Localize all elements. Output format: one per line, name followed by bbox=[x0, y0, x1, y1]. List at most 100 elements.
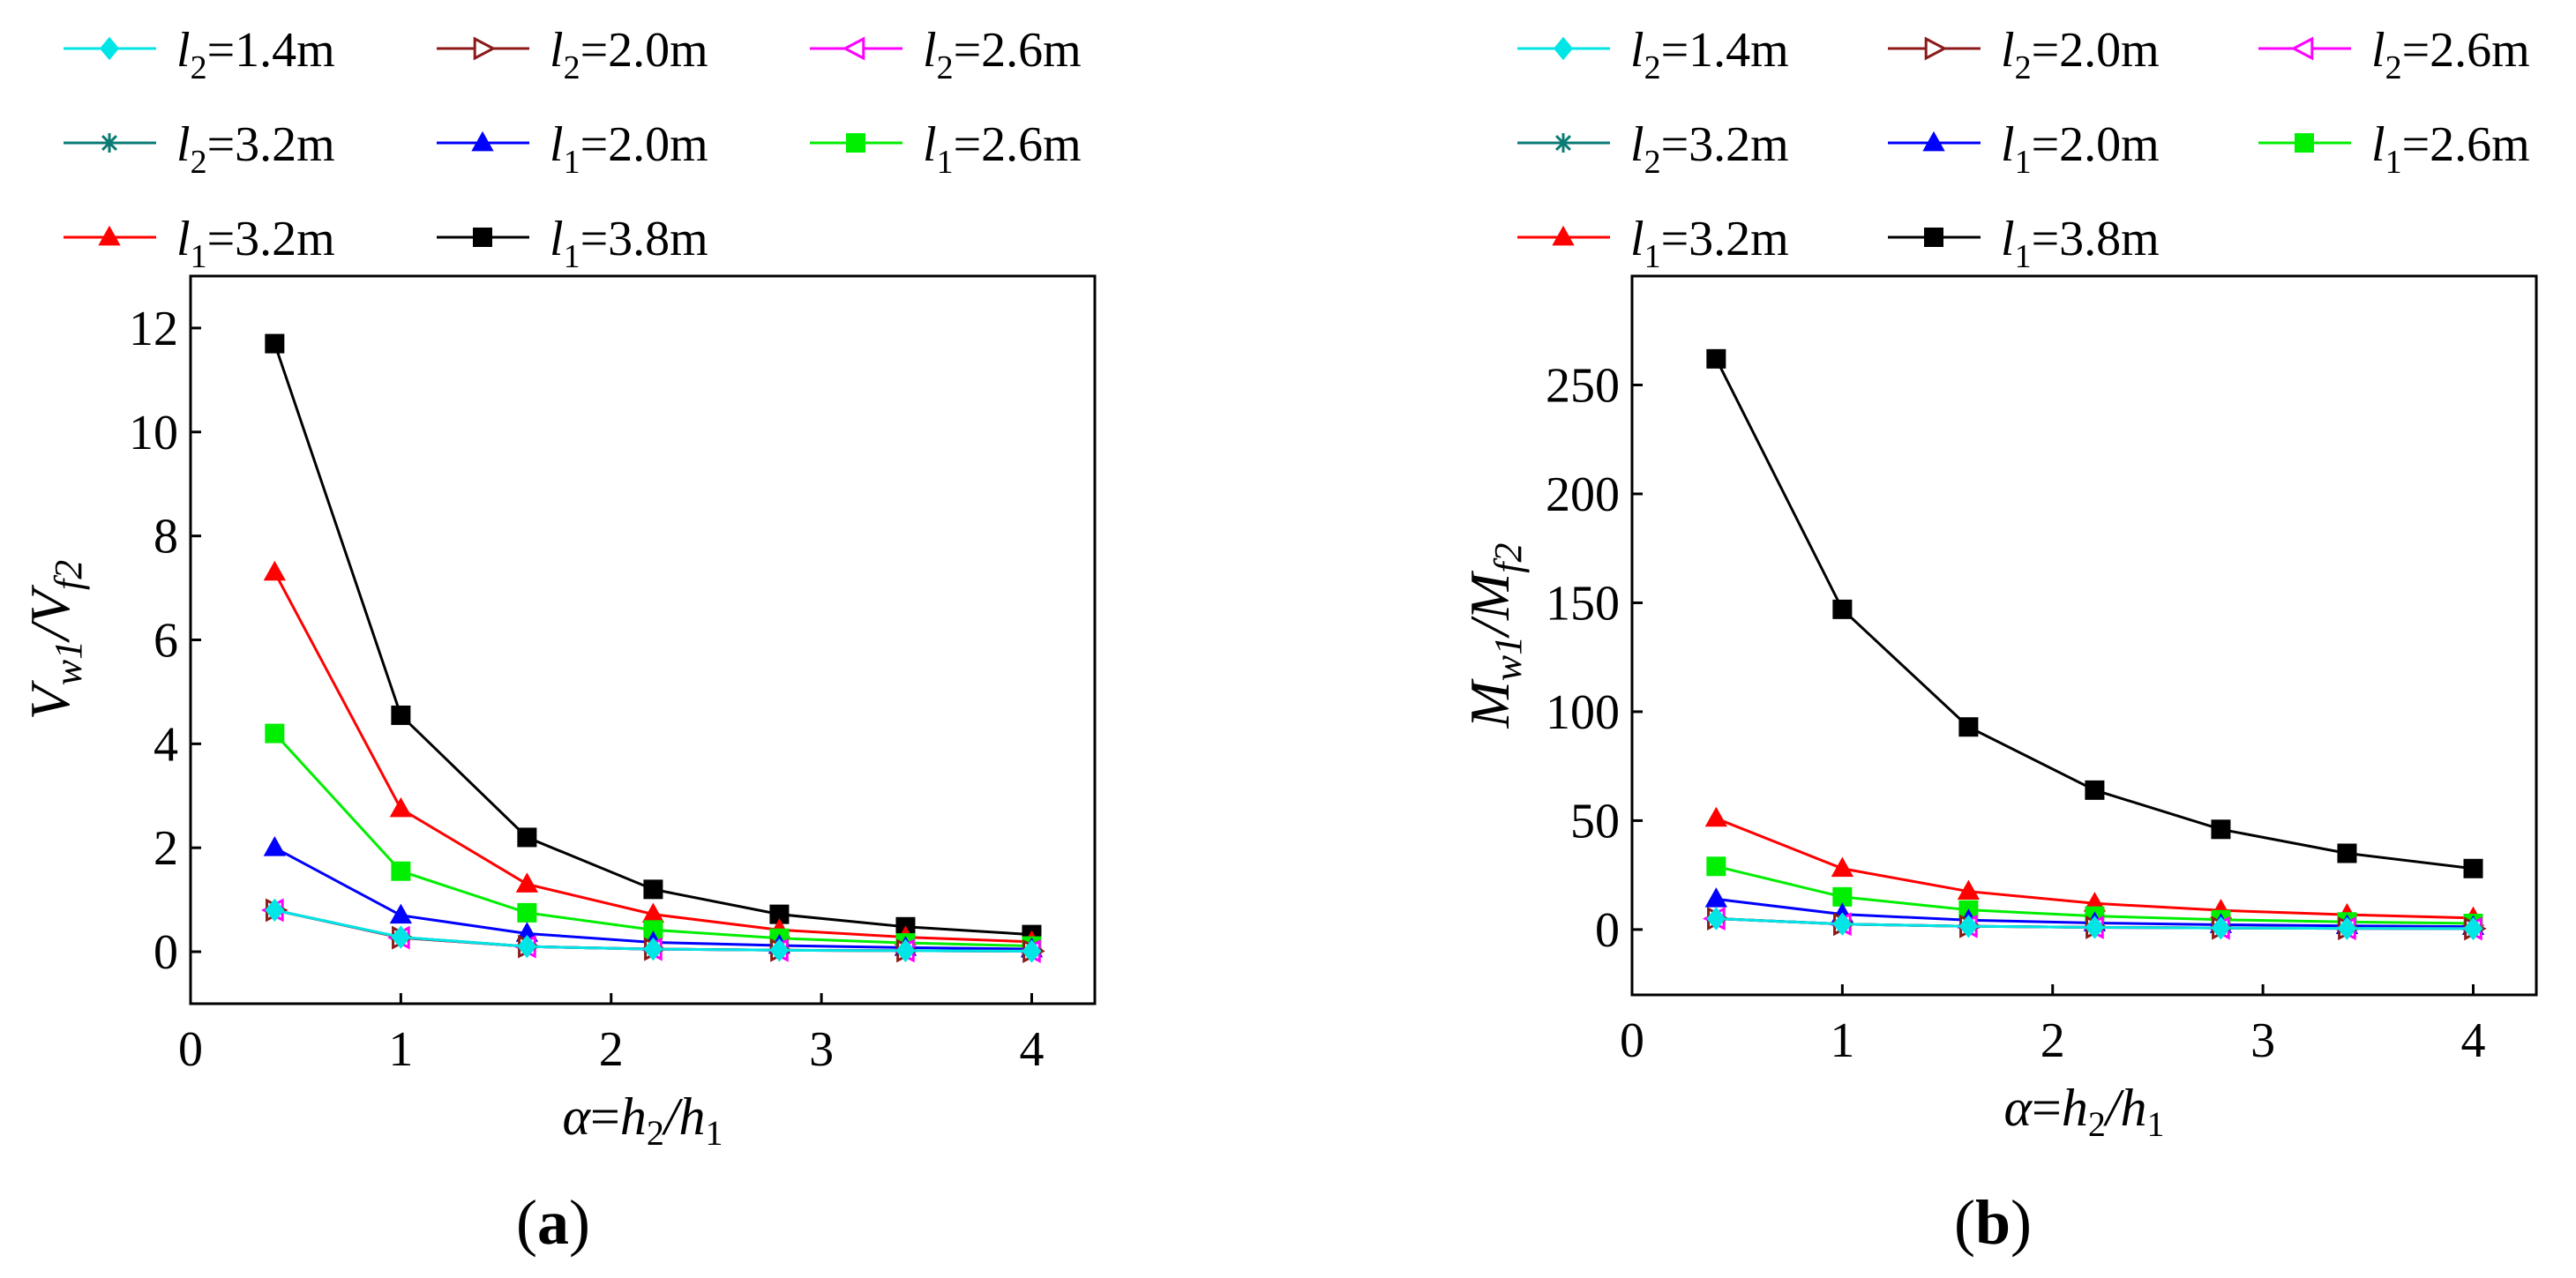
data-point-l1-3-8 bbox=[643, 879, 663, 900]
y-tick-label: 250 bbox=[1546, 358, 1620, 413]
x-tick-label: 3 bbox=[2250, 1013, 2275, 1068]
legend-item-l1-3-2: l1=3.2m bbox=[1517, 212, 1789, 275]
legend-label: l2=3.2m bbox=[1630, 117, 1789, 181]
legend-label: l1=2.6m bbox=[923, 117, 1082, 181]
legend-marker bbox=[98, 225, 121, 246]
chart-panel-b: 0 1 2 3 4 0 50 100 150 200 250 α=h2/h1 Mw1/Mf2 l2=1.4… bbox=[1288, 0, 2576, 1278]
data-point-l1-3-8 bbox=[517, 827, 537, 848]
data-point-l1-3-8 bbox=[2085, 780, 2105, 800]
legend-item-l2-1-4: l2=1.4m bbox=[64, 23, 335, 86]
series-l1-3-8 bbox=[265, 333, 1042, 945]
legend-item-l1-2-0: l1=2.0m bbox=[437, 117, 708, 181]
caption-b-label: b bbox=[1974, 1187, 2011, 1258]
series-l2-1-4 bbox=[265, 898, 1042, 963]
data-point-l2-1-4 bbox=[895, 938, 916, 963]
data-point-l1-3-2 bbox=[389, 796, 413, 818]
legend-item-l1-3-8: l1=3.8m bbox=[1888, 212, 2160, 275]
legend-item-l1-3-2: l1=3.2m bbox=[64, 212, 335, 275]
y-tick-label: 4 bbox=[154, 717, 178, 772]
data-point-l2-1-4 bbox=[265, 898, 285, 923]
legend-label: l1=3.8m bbox=[550, 212, 708, 275]
series-l1-3-8 bbox=[1706, 348, 2483, 878]
y-tick-label: 0 bbox=[1595, 903, 1620, 958]
data-point-l1-2-6 bbox=[391, 861, 411, 881]
legend-item-l2-2-6: l2=2.6m bbox=[810, 23, 1082, 86]
x-tick-label: 4 bbox=[1019, 1022, 1044, 1077]
x-tick-label: 3 bbox=[809, 1022, 834, 1077]
x-tick-label: 2 bbox=[599, 1022, 624, 1077]
chart-b-svg: 0 1 2 3 4 0 50 100 150 200 250 α=h2/h1 Mw1/Mf2 l2=1.4… bbox=[1458, 23, 2538, 1144]
legend-marker bbox=[2290, 36, 2314, 61]
caption-a-close: ) bbox=[568, 1187, 590, 1258]
legend-label: l2=1.4m bbox=[1630, 23, 1789, 86]
data-point-l1-2-0 bbox=[389, 903, 413, 924]
data-point-l1-3-2 bbox=[263, 560, 286, 581]
data-point-l1-2-6 bbox=[517, 902, 537, 923]
data-point-l2-1-4 bbox=[2337, 916, 2357, 940]
series-l1-2-6 bbox=[265, 723, 1042, 956]
data-point-l2-1-4 bbox=[1832, 912, 1853, 936]
legend-marker bbox=[1922, 131, 1945, 152]
caption-a: (a) bbox=[516, 1186, 590, 1259]
data-point-l1-3-8 bbox=[769, 904, 790, 924]
data-point-l1-2-6 bbox=[265, 723, 285, 744]
data-point-l1-3-2 bbox=[515, 872, 539, 893]
data-point-l1-3-8 bbox=[2337, 843, 2357, 863]
legend-item-l2-2-6: l2=2.6m bbox=[2258, 23, 2530, 86]
caption-b-close: ) bbox=[2011, 1187, 2033, 1258]
y-tick-label: 0 bbox=[154, 925, 178, 980]
legend-label: l2=2.0m bbox=[550, 23, 708, 86]
y-axis-label: Vw1/Vf2 bbox=[19, 560, 90, 721]
plot-frame bbox=[1630, 274, 2538, 997]
caption-a-open: ( bbox=[516, 1187, 537, 1258]
data-point-l2-1-4 bbox=[643, 937, 663, 961]
legend-marker bbox=[846, 133, 865, 153]
y-tick-label: 8 bbox=[154, 510, 178, 564]
data-point-l2-1-4 bbox=[2085, 916, 2105, 939]
y-tick-label: 12 bbox=[129, 302, 178, 356]
legend-marker bbox=[1924, 36, 1948, 61]
legend-marker bbox=[1554, 133, 1573, 153]
legend-marker bbox=[1924, 228, 1943, 247]
data-point-l1-3-8 bbox=[1832, 599, 1853, 619]
caption-b-open: ( bbox=[1954, 1187, 1975, 1258]
series-line-l1-3-8 bbox=[273, 343, 1032, 937]
data-point-l2-1-4 bbox=[517, 934, 537, 959]
legend-label: l1=3.2m bbox=[176, 212, 335, 275]
plot-frame bbox=[189, 274, 1097, 1005]
x-tick-label: 1 bbox=[1830, 1013, 1854, 1068]
y-tick-label: 2 bbox=[154, 821, 178, 876]
data-point-l1-3-8 bbox=[2211, 819, 2231, 840]
x-tick-label: 0 bbox=[1620, 1013, 1644, 1068]
legend-item-l2-1-4: l2=1.4m bbox=[1517, 23, 1789, 86]
data-point-l1-2-6 bbox=[1832, 886, 1853, 907]
legend-label: l1=3.8m bbox=[2001, 212, 2160, 275]
data-point-l2-1-4 bbox=[1022, 939, 1042, 963]
data-point-l1-2-0 bbox=[263, 836, 286, 856]
legend-item-l2-3-2: l2=3.2m bbox=[1517, 117, 1789, 181]
legend-label: l1=2.0m bbox=[550, 117, 708, 181]
legend: l2=1.4m l2=2.0m l2=2.6m l2=3.2m l1=2.0m l1=2.… bbox=[1517, 23, 2530, 275]
legend-item-l1-2-0: l1=2.0m bbox=[1888, 117, 2160, 181]
data-point-l1-3-8 bbox=[391, 705, 411, 725]
legend-label: l1=2.0m bbox=[2001, 117, 2160, 181]
legend-label: l2=3.2m bbox=[176, 117, 335, 181]
legend-item-l2-2-0: l2=2.0m bbox=[1888, 23, 2160, 86]
legend-marker bbox=[471, 131, 494, 152]
data-point-l2-1-4 bbox=[2463, 916, 2483, 941]
y-tick-label: 100 bbox=[1546, 685, 1620, 740]
legend-label: l2=2.6m bbox=[923, 23, 1082, 86]
legend-marker bbox=[100, 36, 119, 61]
legend-marker bbox=[473, 36, 497, 61]
data-point-l2-1-4 bbox=[391, 925, 411, 949]
data-point-l1-3-2 bbox=[1957, 879, 1981, 901]
y-tick-label: 6 bbox=[154, 614, 178, 669]
legend-marker bbox=[473, 228, 492, 247]
legend-item-l1-3-8: l1=3.8m bbox=[437, 212, 708, 275]
legend-label: l1=3.2m bbox=[1630, 212, 1789, 275]
legend-label: l2=2.0m bbox=[2001, 23, 2160, 86]
legend-item-l2-2-0: l2=2.0m bbox=[437, 23, 708, 86]
data-point-l2-1-4 bbox=[1706, 907, 1726, 930]
legend: l2=1.4m l2=2.0m l2=2.6m l2=3.2m l1=2.0m l1=2.… bbox=[64, 23, 1082, 275]
